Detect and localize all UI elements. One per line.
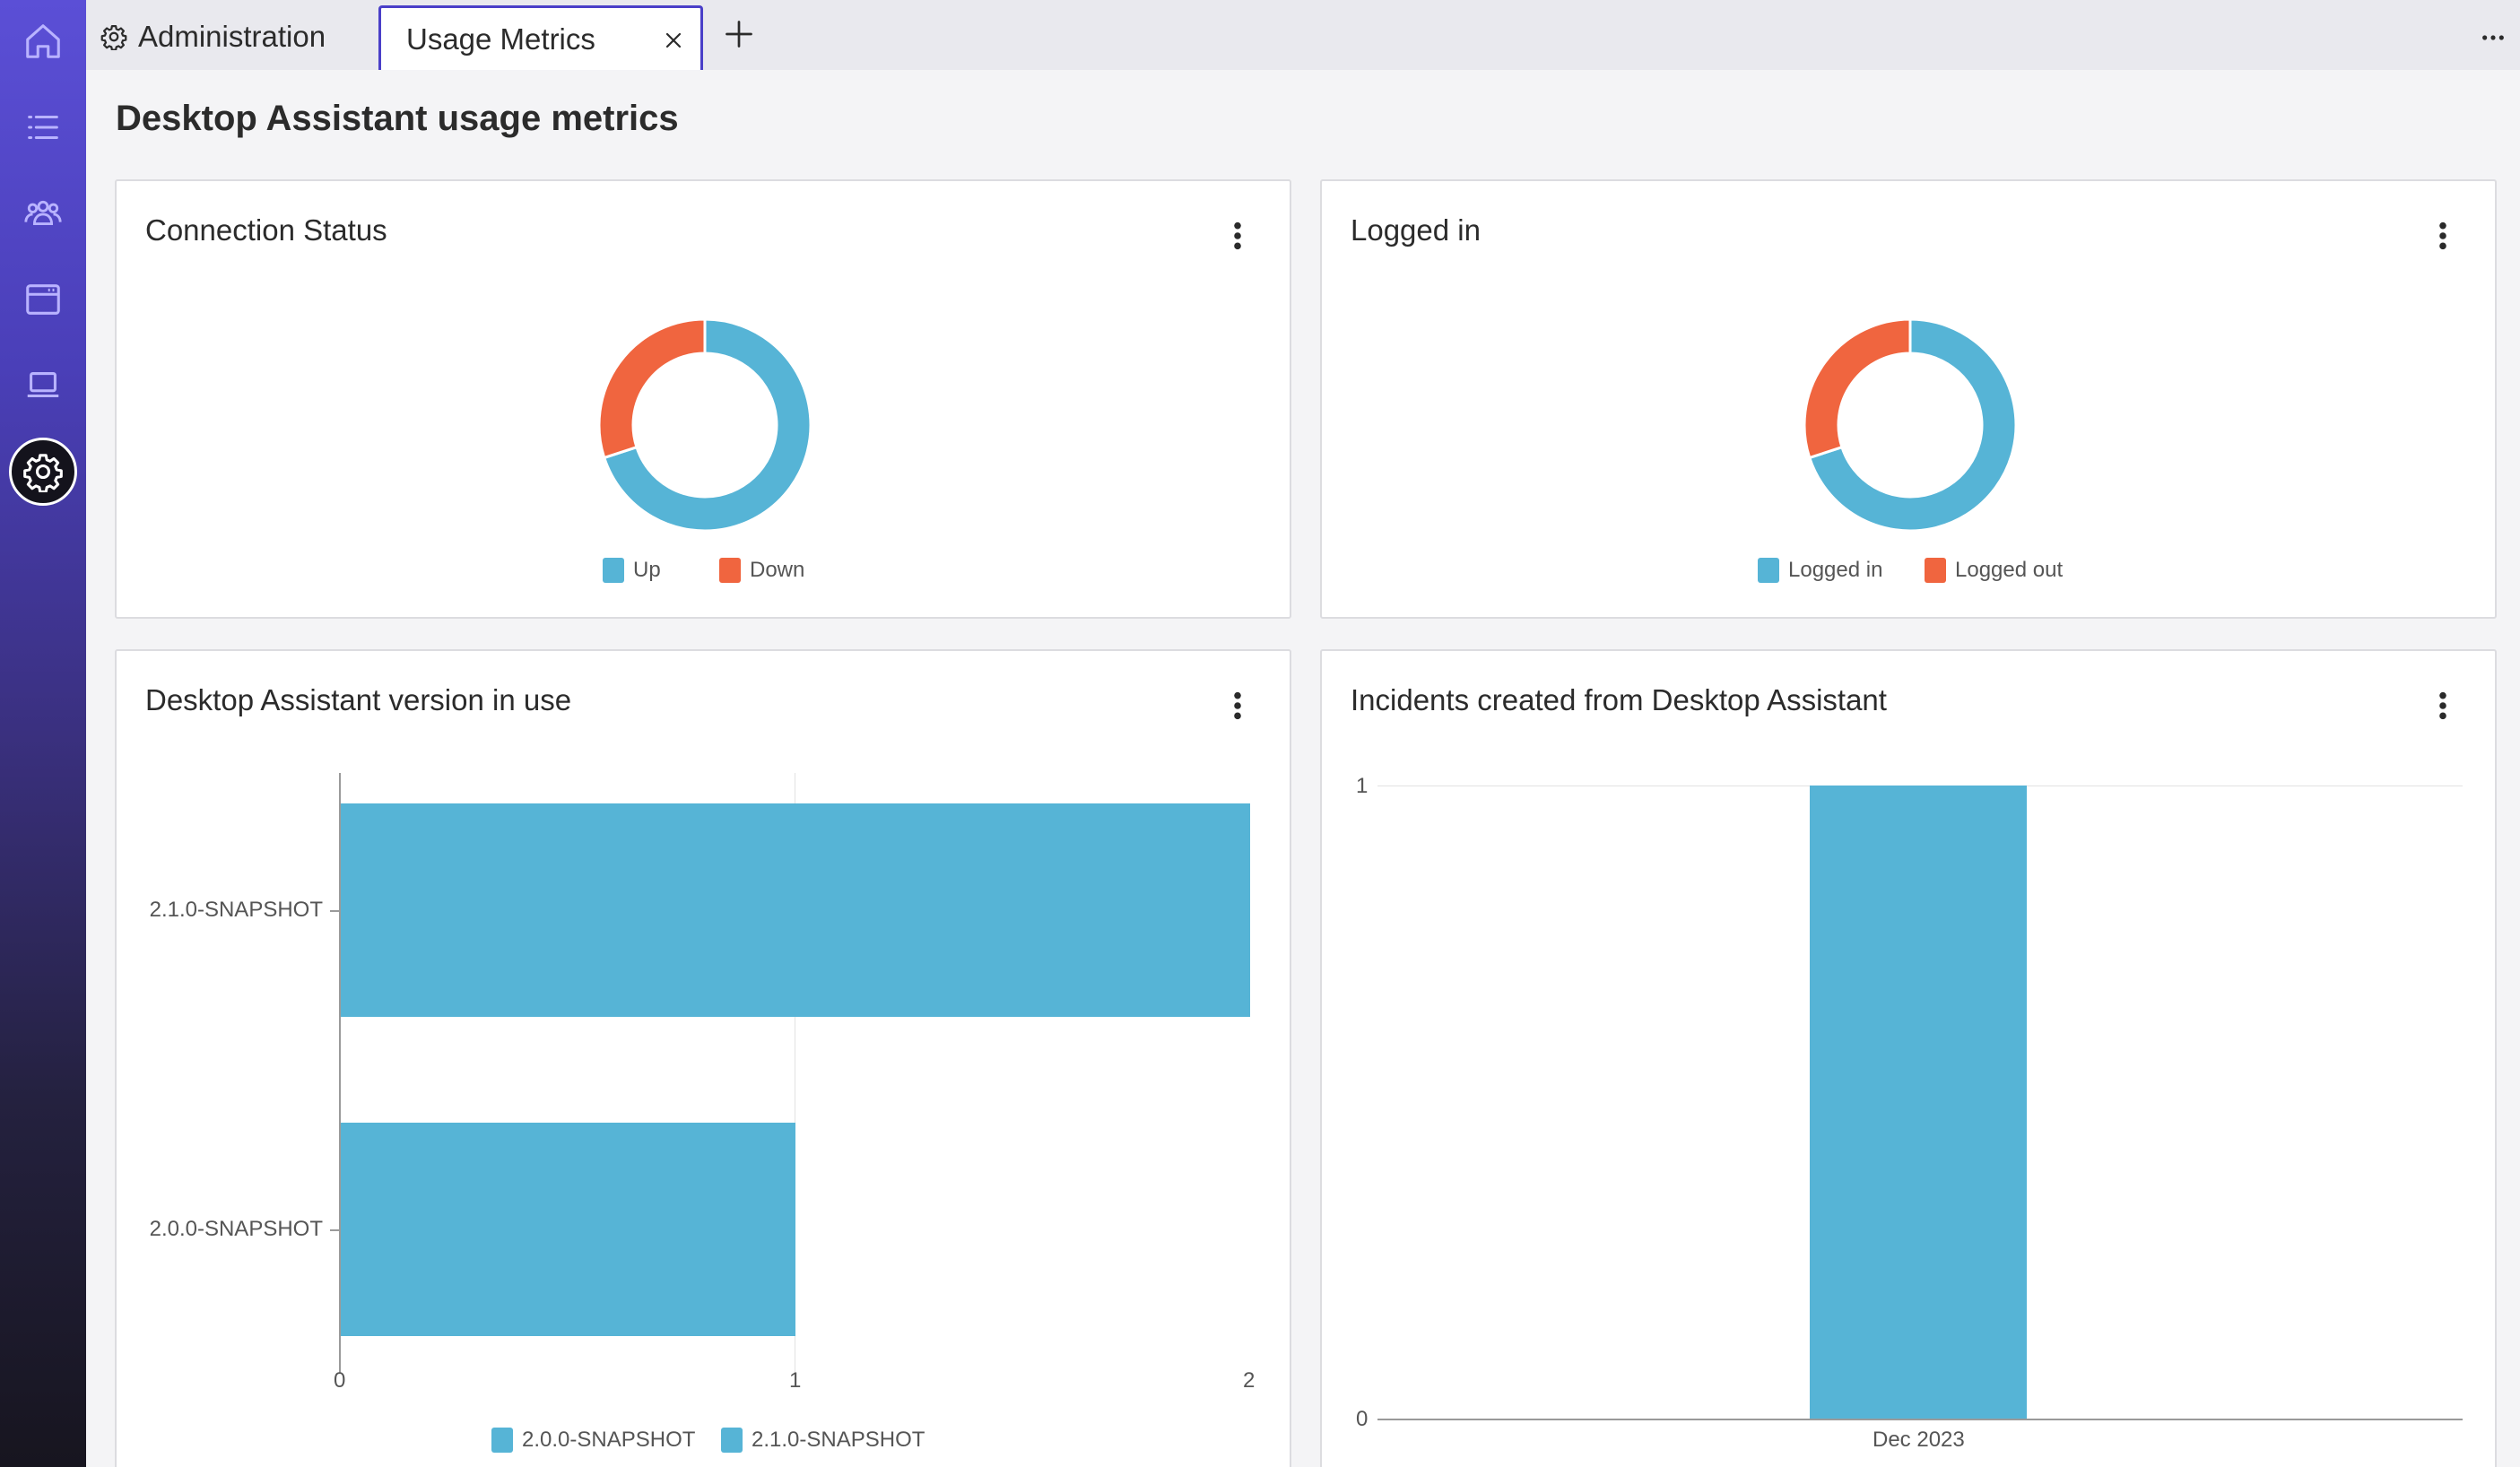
legend-swatch (1925, 558, 1946, 583)
browser-window-icon (26, 284, 60, 315)
y-tick-label: 2.0.0-SNAPSHOT (149, 1217, 323, 1241)
legend-item-down: Down (719, 558, 804, 583)
bar-2-1-0-snapshot (341, 803, 1250, 1017)
legend-label: Logged out (1955, 558, 2064, 582)
list-icon (28, 115, 58, 140)
x-tick-label: 1 (789, 1368, 802, 1393)
legend-label: Logged in (1788, 558, 1883, 582)
card-title: Incidents created from Desktop Assistant (1351, 683, 1887, 716)
card-title: Desktop Assistant version in use (145, 683, 572, 716)
legend-item-up: Up (603, 558, 661, 583)
donut-slice-logged-in (1807, 317, 2018, 533)
legend-label: Up (633, 558, 661, 582)
sidebar-item-people[interactable] (14, 185, 72, 242)
donut-slice-down (597, 317, 707, 460)
y-axis-line (339, 773, 341, 1374)
sidebar-item-administration[interactable] (9, 438, 77, 506)
sidebar-item-browser[interactable] (14, 271, 72, 328)
sidebar-item-home[interactable] (14, 13, 72, 70)
sidebar-item-list[interactable] (14, 99, 72, 156)
legend-swatch (721, 1428, 743, 1453)
x-tick-label: 0 (334, 1368, 346, 1393)
gear-icon (23, 454, 63, 492)
x-tick-label: 2 (1243, 1368, 1256, 1393)
connection-status-donut (597, 317, 812, 533)
y-tick (330, 910, 339, 912)
x-axis-line (1377, 1419, 2463, 1420)
add-tab-icon[interactable] (723, 18, 755, 50)
legend-label: 2.1.0-SNAPSHOT (752, 1428, 925, 1452)
kebab-menu-icon[interactable] (1232, 690, 1243, 721)
kebab-menu-icon[interactable] (1232, 221, 1243, 251)
legend-item-logged-out: Logged out (1925, 558, 2063, 583)
y-tick (330, 1229, 339, 1231)
y-tick-label: 2.1.0-SNAPSHOT (149, 898, 323, 922)
legend-swatch (491, 1428, 513, 1453)
sidebar (0, 0, 86, 1467)
home-icon (26, 24, 60, 58)
bar-dec-2023 (1810, 786, 2027, 1419)
legend-swatch (1758, 558, 1779, 583)
kebab-menu-icon[interactable] (2437, 690, 2448, 721)
legend-item-logged-in: Logged in (1758, 558, 1882, 583)
legend-label: 2.0.0-SNAPSHOT (522, 1428, 696, 1452)
donut-slice-up (602, 317, 812, 533)
legend-swatch (603, 558, 624, 583)
tab-usage-metrics-label: Usage Metrics (406, 22, 595, 56)
sidebar-item-devices[interactable] (14, 357, 72, 414)
card-title: Logged in (1351, 213, 1481, 247)
legend-swatch (719, 558, 741, 583)
y-tick-label: 1 (1356, 774, 1369, 798)
connection-status-card: Connection Status Up Down (115, 179, 1291, 619)
close-icon[interactable] (663, 30, 684, 51)
tab-administration[interactable]: Administration (100, 18, 326, 56)
tab-administration-label: Administration (138, 20, 326, 53)
incidents-card: Incidents created from Desktop Assistant… (1320, 649, 2497, 1467)
legend-item-2-0-0: 2.0.0-SNAPSHOT (491, 1428, 695, 1453)
y-tick-label: 0 (1356, 1407, 1369, 1431)
page-title: Desktop Assistant usage metrics (116, 99, 679, 138)
kebab-menu-icon[interactable] (2437, 221, 2448, 251)
gear-icon (100, 25, 127, 50)
version-in-use-card: Desktop Assistant version in use 2.1.0-S… (115, 649, 1291, 1467)
logged-in-donut (1803, 317, 2018, 533)
donut-slice-logged-out (1803, 317, 1912, 460)
laptop-icon (27, 372, 59, 398)
legend-label: Down (750, 558, 805, 582)
legend-item-2-1-0: 2.1.0-SNAPSHOT (721, 1428, 925, 1453)
x-tick-label: Dec 2023 (1873, 1428, 1965, 1452)
card-title: Connection Status (145, 213, 387, 247)
logged-in-card: Logged in Logged in Logged out (1320, 179, 2497, 619)
more-horizontal-icon[interactable] (2481, 25, 2506, 50)
bar-2-0-0-snapshot (341, 1123, 795, 1336)
tab-usage-metrics[interactable]: Usage Metrics (378, 5, 703, 70)
people-icon (24, 200, 62, 225)
